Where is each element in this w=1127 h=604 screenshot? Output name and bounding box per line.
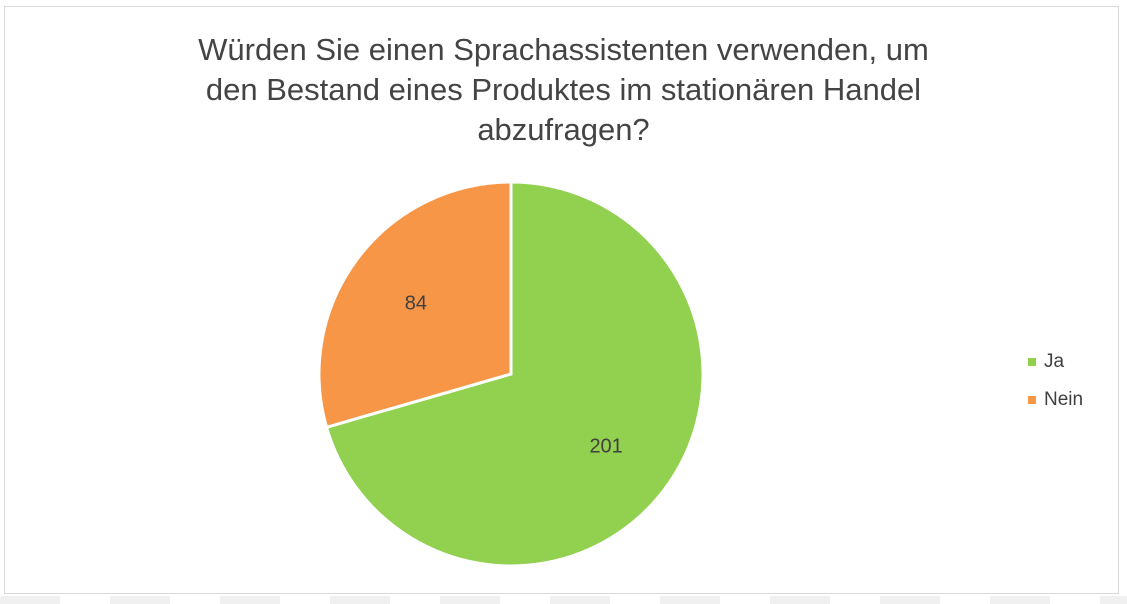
data-label-nein: 84 <box>405 292 427 314</box>
legend-item-ja: Ja <box>1028 343 1083 381</box>
legend-label-nein: Nein <box>1044 389 1084 410</box>
legend-swatch-ja <box>1028 358 1036 366</box>
legend-label-ja: Ja <box>1044 351 1065 372</box>
legend-item-nein: Nein <box>1028 381 1083 419</box>
data-label-ja: 201 <box>589 436 622 458</box>
chart-title-line-1: Würden Sie einen Sprachassistenten verwe… <box>198 32 929 67</box>
chart-title: Würden Sie einen Sprachassistenten verwe… <box>0 30 1127 150</box>
legend-swatch-nein <box>1028 396 1036 404</box>
legend: Ja Nein <box>1028 343 1083 419</box>
chart-title-line-2: den Bestand eines Produktes im stationär… <box>205 72 922 107</box>
chart-title-line-3: abzufragen? <box>477 112 650 147</box>
pie-slice-nein <box>317 180 513 430</box>
pie-slice-ja <box>324 180 705 568</box>
bottom-strip <box>0 596 1127 604</box>
